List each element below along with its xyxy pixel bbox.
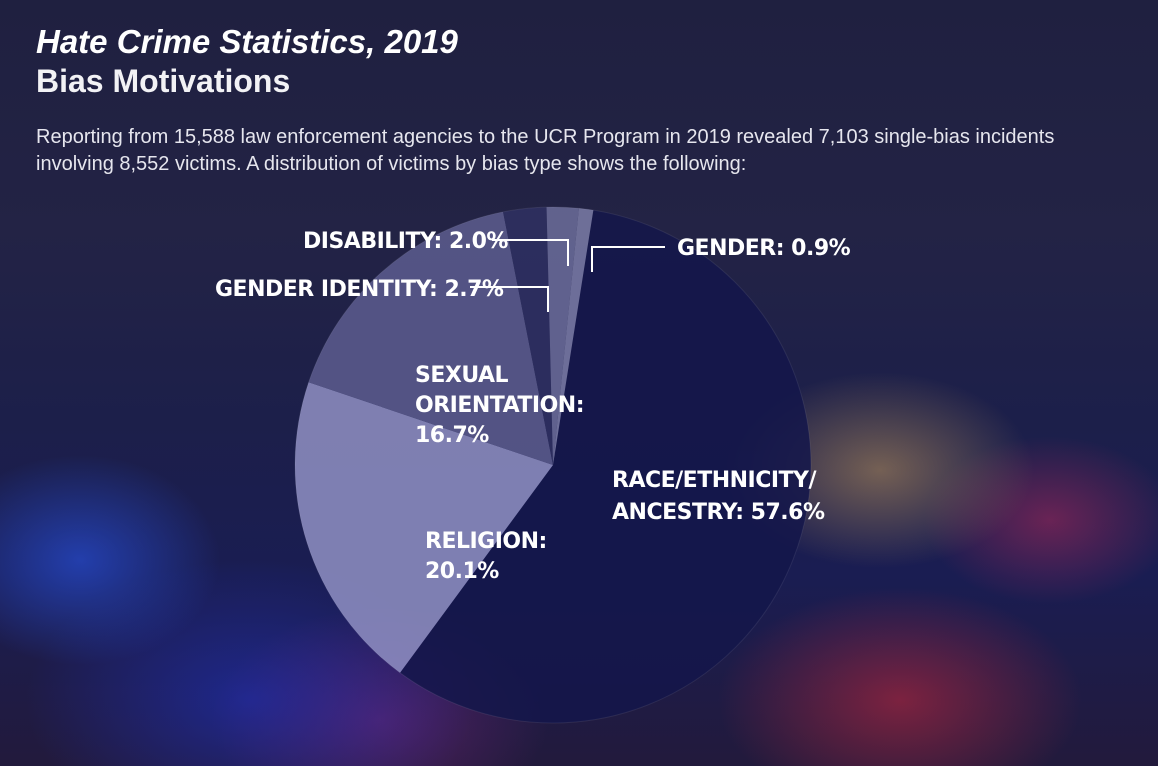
chart-description: Reporting from 15,588 law enforcement ag…: [36, 126, 1055, 175]
leader-line-gender-identity: [470, 286, 549, 312]
pie-label-gender-identity-line: GENDER IDENTITY: 2.7%: [215, 277, 504, 302]
pie-label-religion-line: RELIGION:: [425, 529, 547, 554]
leader-line-disability: [492, 239, 569, 266]
pie-slice-religion: [295, 382, 553, 673]
pie-label-sexual-orientation: SEXUAL ORIENTATION: 16.7%: [415, 363, 584, 448]
chart-header: Hate Crime Statistics, 2019 Bias Motivat…: [36, 22, 1126, 178]
chart-title: Hate Crime Statistics, 2019: [36, 23, 458, 60]
pie-label-gender-identity: GENDER IDENTITY: 2.7%: [215, 277, 504, 302]
leader-line-gender: [591, 246, 665, 272]
pie-label-disability: DISABILITY: 2.0%: [303, 229, 508, 254]
pie-label-sexual-orientation-line: SEXUAL: [415, 363, 509, 388]
pie-label-race: RACE/ETHNICITY/ANCESTRY: 57.6%: [612, 468, 825, 525]
pie-label-gender-line: GENDER: 0.9%: [677, 236, 851, 261]
pie-label-race-line: RACE/ETHNICITY/: [612, 468, 817, 493]
pie-label-gender: GENDER: 0.9%: [677, 236, 851, 261]
pie-outline: [294, 206, 812, 724]
pie-label-religion: RELIGION: 20.1%: [425, 529, 547, 584]
pie-slices: [294, 206, 812, 724]
pie-label-disability-line: DISABILITY: 2.0%: [303, 229, 508, 254]
pie-label-race-line: ANCESTRY: 57.6%: [612, 500, 825, 525]
pie-leader-lines: [470, 239, 665, 312]
chart-subtitle: Bias Motivations: [36, 63, 291, 99]
pie-slice-gender: [553, 208, 594, 466]
pie-slice-race: [400, 210, 812, 724]
pie-labels: RACE/ETHNICITY/ANCESTRY: 57.6% RELIGION: 2…: [215, 229, 851, 584]
pie-slice-disability: [546, 206, 579, 466]
pie-label-sexual-orientation-line: 16.7%: [415, 423, 489, 448]
pie-label-religion-line: 20.1%: [425, 559, 499, 584]
pie-label-sexual-orientation-line: ORIENTATION:: [415, 393, 584, 418]
pie-slice-gender-identity: [503, 207, 553, 465]
pie-slice-sexual-orientation: [308, 211, 553, 465]
